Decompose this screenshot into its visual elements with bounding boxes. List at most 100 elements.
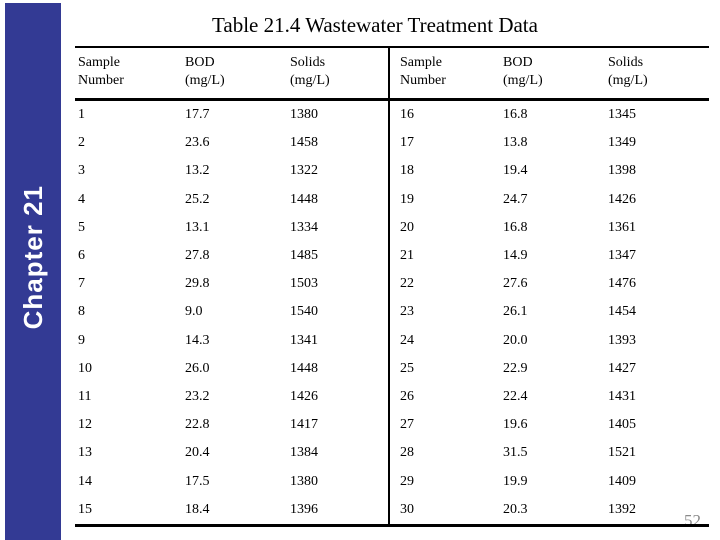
cell-solids: 1431	[608, 388, 636, 404]
cell-bod: 23.6	[185, 135, 210, 151]
cell-solids: 1380	[290, 473, 318, 489]
column-header-solids: Solids (mg/L)	[290, 54, 390, 90]
cell-solids: 1427	[608, 360, 636, 376]
cell-solids: 1322	[290, 163, 318, 179]
column-header-sample-number: Sample Number	[390, 54, 503, 90]
cell-solids: 1396	[290, 501, 318, 517]
cell-bod: 25.2	[185, 191, 210, 207]
wastewater-table: Sample Number BOD (mg/L) Solids (mg/L) S…	[75, 46, 709, 527]
cell-sample: 27	[400, 417, 414, 433]
column-header-solids: Solids (mg/L)	[608, 54, 709, 90]
cell-bod: 20.0	[503, 332, 528, 348]
column-header-line: Number	[400, 73, 446, 88]
chapter-label: Chapter 21	[17, 185, 48, 330]
column-header-line: (mg/L)	[608, 73, 648, 88]
cell-solids: 1476	[608, 276, 636, 292]
cell-sample: 26	[400, 388, 414, 404]
page-title: Table 21.4 Wastewater Treatment Data	[212, 13, 538, 37]
cell-bod: 14.3	[185, 332, 210, 348]
cell-solids: 1426	[608, 191, 636, 207]
cell-bod: 31.5	[503, 445, 528, 461]
column-header-line: (mg/L)	[503, 73, 543, 88]
table-body: 1 17.7 1380 16 16.8 1345 2 23.6 1458 17 13.8 1349 3 1…	[75, 101, 709, 524]
cell-solids: 1349	[608, 135, 636, 151]
cell-sample: 10	[78, 360, 92, 376]
cell-bod: 27.8	[185, 248, 210, 264]
cell-sample: 14	[78, 473, 92, 489]
cell-bod: 22.8	[185, 417, 210, 433]
cell-solids: 1409	[608, 473, 636, 489]
cell-solids: 1540	[290, 304, 318, 320]
cell-sample: 20	[400, 219, 414, 235]
cell-solids: 1458	[290, 135, 318, 151]
cell-sample: 30	[400, 501, 414, 517]
cell-bod: 17.7	[185, 107, 210, 123]
cell-sample: 2	[78, 135, 85, 151]
column-header-bod: BOD (mg/L)	[185, 54, 290, 90]
cell-bod: 26.0	[185, 360, 210, 376]
cell-solids: 1334	[290, 219, 318, 235]
table-header-row: Sample Number BOD (mg/L) Solids (mg/L) S…	[75, 48, 709, 101]
cell-bod: 22.4	[503, 388, 528, 404]
cell-solids: 1361	[608, 219, 636, 235]
cell-bod: 13.8	[503, 135, 528, 151]
cell-sample: 4	[78, 191, 85, 207]
cell-bod: 16.8	[503, 219, 528, 235]
cell-sample: 29	[400, 473, 414, 489]
cell-sample: 19	[400, 191, 414, 207]
cell-bod: 26.1	[503, 304, 528, 320]
cell-solids: 1384	[290, 445, 318, 461]
cell-solids: 1392	[608, 501, 636, 517]
cell-sample: 6	[78, 248, 85, 264]
cell-sample: 16	[400, 107, 414, 123]
column-header-line: BOD	[503, 55, 533, 70]
column-header-line: (mg/L)	[290, 73, 330, 88]
cell-sample: 17	[400, 135, 414, 151]
cell-bod: 22.9	[503, 360, 528, 376]
cell-sample: 7	[78, 276, 85, 292]
cell-solids: 1341	[290, 332, 318, 348]
cell-sample: 3	[78, 163, 85, 179]
cell-solids: 1393	[608, 332, 636, 348]
cell-sample: 11	[78, 388, 92, 404]
column-header-sample-number: Sample Number	[75, 54, 185, 90]
cell-bod: 24.7	[503, 191, 528, 207]
cell-solids: 1454	[608, 304, 636, 320]
column-header-bod: BOD (mg/L)	[503, 54, 608, 90]
column-header-line: Sample	[78, 55, 120, 70]
cell-sample: 25	[400, 360, 414, 376]
cell-bod: 13.1	[185, 219, 210, 235]
cell-bod: 17.5	[185, 473, 210, 489]
cell-sample: 22	[400, 276, 414, 292]
cell-bod: 16.8	[503, 107, 528, 123]
cell-sample: 13	[78, 445, 92, 461]
cell-sample: 21	[400, 248, 414, 264]
cell-bod: 9.0	[185, 304, 203, 320]
column-header-line: Sample	[400, 55, 442, 70]
cell-sample: 23	[400, 304, 414, 320]
column-header-line: Solids	[608, 55, 644, 70]
cell-bod: 14.9	[503, 248, 528, 264]
cell-sample: 9	[78, 332, 85, 348]
cell-solids: 1485	[290, 248, 318, 264]
cell-solids: 1398	[608, 163, 636, 179]
cell-bod: 19.6	[503, 417, 528, 433]
column-header-line: Solids	[290, 55, 326, 70]
cell-bod: 19.9	[503, 473, 528, 489]
cell-bod: 19.4	[503, 163, 528, 179]
cell-bod: 29.8	[185, 276, 210, 292]
cell-solids: 1448	[290, 360, 318, 376]
cell-solids: 1503	[290, 276, 318, 292]
column-header-line: Number	[78, 73, 124, 88]
cell-solids: 1426	[290, 388, 318, 404]
cell-solids: 1521	[608, 445, 636, 461]
cell-bod: 20.3	[503, 501, 528, 517]
cell-solids: 1405	[608, 417, 636, 433]
cell-sample: 12	[78, 417, 92, 433]
column-header-line: (mg/L)	[185, 73, 225, 88]
cell-sample: 18	[400, 163, 414, 179]
cell-sample: 1	[78, 107, 85, 123]
chapter-sidebar: Chapter 21	[5, 3, 61, 540]
cell-solids: 1417	[290, 417, 318, 433]
cell-solids: 1380	[290, 107, 318, 123]
